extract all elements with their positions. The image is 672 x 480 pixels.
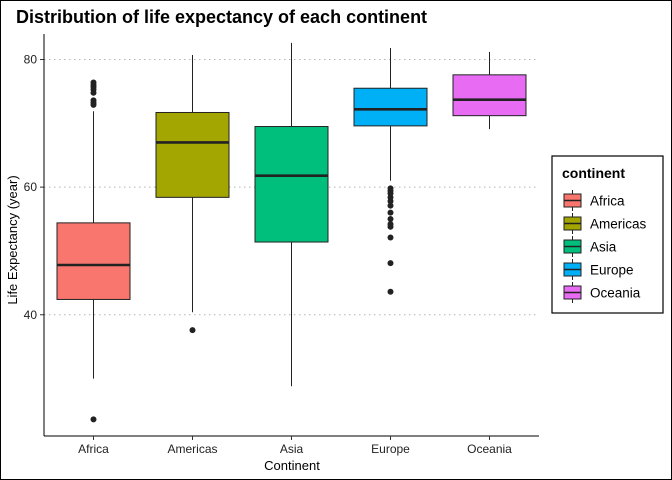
- outlier-point: [387, 198, 394, 205]
- x-axis-title: Continent: [264, 458, 320, 473]
- iqr-box: [155, 111, 230, 198]
- outlier-point: [90, 416, 97, 423]
- y-tick-label: 60: [24, 180, 38, 194]
- legend-label: Europe: [590, 263, 634, 278]
- iqr-box: [56, 222, 131, 300]
- legend-label: Oceania: [590, 286, 641, 301]
- legend: continent Africa Americas Asia Europe Oceania: [551, 155, 664, 314]
- legend-label: Americas: [590, 217, 647, 232]
- box-oceania: [452, 51, 527, 130]
- box-europe: [353, 48, 428, 295]
- iqr-box: [254, 126, 329, 243]
- legend-key-oceania: [563, 282, 582, 303]
- outlier-point: [90, 89, 97, 96]
- legend-key-americas: [563, 213, 582, 234]
- y-tick-label: 80: [24, 53, 38, 67]
- outlier-point: [387, 216, 394, 223]
- legend-title: continent: [562, 165, 625, 181]
- chart-title: Distribution of life expectancy of each …: [16, 7, 427, 27]
- x-tick-label: Oceania: [467, 442, 512, 456]
- outlier-point: [387, 209, 394, 216]
- legend-key-europe: [563, 259, 582, 280]
- x-tick-label: Africa: [78, 442, 109, 456]
- outlier-point: [387, 234, 394, 241]
- legend-key-asia: [563, 236, 582, 257]
- outlier-point: [90, 101, 97, 108]
- outlier-point: [387, 202, 394, 209]
- x-tick-label: Asia: [280, 442, 304, 456]
- box-americas: [155, 55, 230, 334]
- iqr-box: [452, 74, 527, 117]
- y-tick-label: 40: [24, 308, 38, 322]
- x-tick-label: Americas: [167, 442, 217, 456]
- iqr-box: [353, 87, 428, 127]
- legend-label: Asia: [590, 240, 617, 255]
- outlier-point: [387, 223, 394, 230]
- plot-area: 40 60 80 Africa Americas Asia Europe Oceania: [24, 34, 539, 456]
- outlier-point: [189, 327, 196, 334]
- x-tick-label: Europe: [371, 442, 410, 456]
- outlier-point: [387, 288, 394, 295]
- legend-label: Africa: [590, 194, 625, 209]
- box-asia: [254, 42, 329, 387]
- y-axis-title: Life Expectancy (year): [5, 175, 20, 304]
- legend-key-africa: [563, 190, 582, 211]
- box-africa: [56, 79, 131, 423]
- outlier-point: [387, 260, 394, 267]
